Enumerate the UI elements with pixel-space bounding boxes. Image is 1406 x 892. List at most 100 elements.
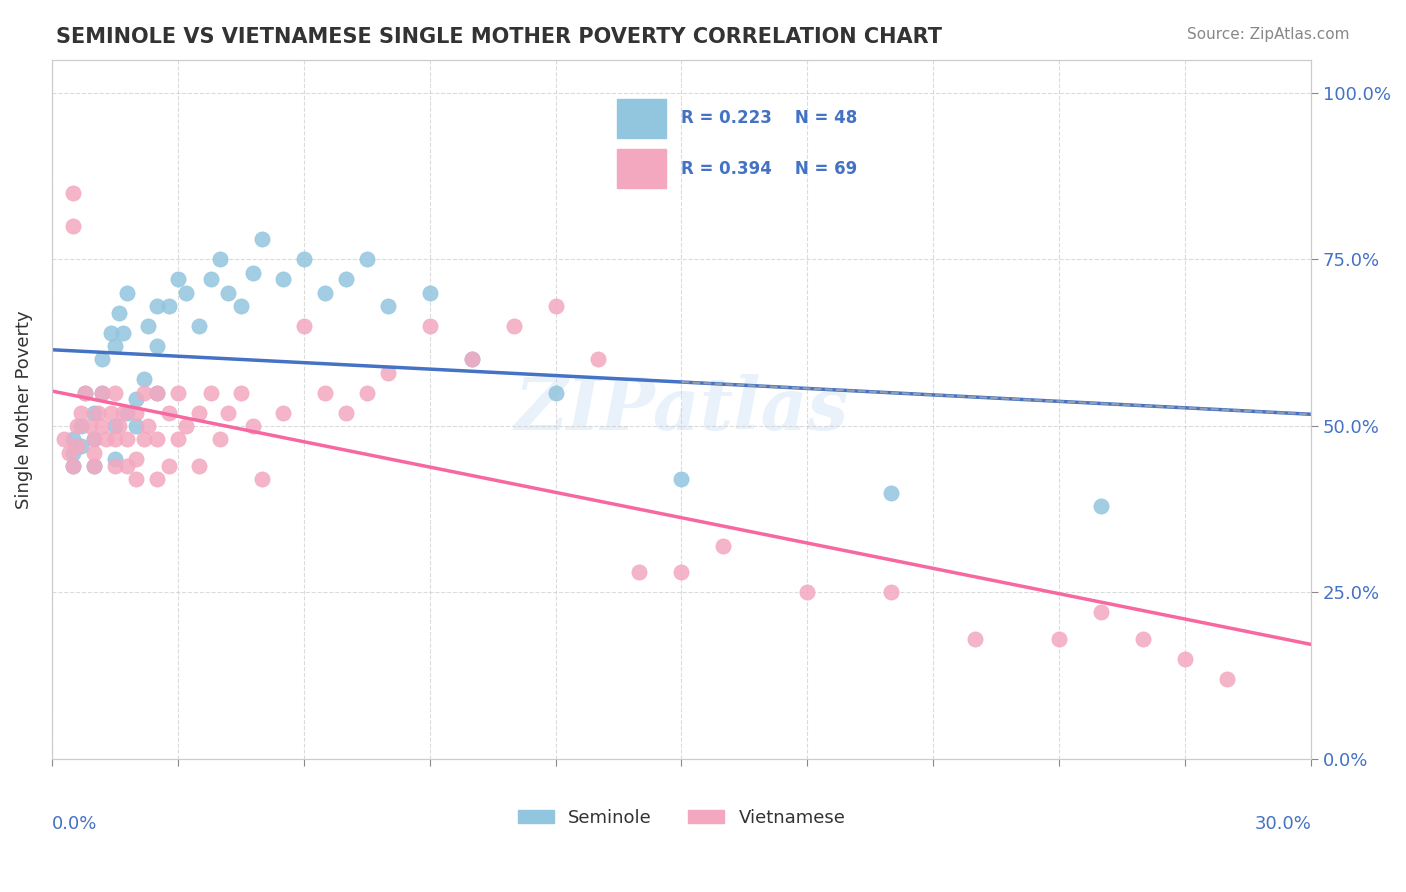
Point: [75, 385, 97, 400]
Point: [104, 385, 127, 400]
Point: [53, 432, 76, 446]
Point: [419, 285, 441, 300]
Point: [157, 458, 180, 473]
Point: [335, 406, 357, 420]
Point: [62, 186, 84, 200]
Point: [460, 352, 482, 367]
Text: Source: ZipAtlas.com: Source: ZipAtlas.com: [1187, 27, 1350, 42]
Point: [229, 299, 252, 313]
Point: [166, 432, 188, 446]
Point: [112, 326, 135, 340]
Point: [104, 432, 127, 446]
Point: [544, 385, 567, 400]
Point: [83, 432, 105, 446]
Point: [460, 352, 482, 367]
Point: [217, 406, 239, 420]
Point: [242, 419, 264, 434]
Point: [91, 352, 114, 367]
Point: [62, 432, 84, 446]
Point: [217, 285, 239, 300]
Point: [125, 392, 148, 407]
Point: [419, 319, 441, 334]
Point: [1216, 672, 1239, 686]
Point: [271, 406, 294, 420]
Point: [145, 339, 167, 353]
Point: [166, 272, 188, 286]
Point: [208, 432, 231, 446]
Point: [271, 272, 294, 286]
Point: [544, 299, 567, 313]
Point: [671, 566, 693, 580]
Point: [108, 419, 131, 434]
Y-axis label: Single Mother Poverty: Single Mother Poverty: [15, 310, 32, 508]
Point: [1090, 499, 1112, 513]
Point: [83, 432, 105, 446]
Point: [136, 319, 159, 334]
Point: [242, 266, 264, 280]
Point: [292, 252, 315, 267]
Point: [125, 452, 148, 467]
Point: [79, 419, 101, 434]
Point: [104, 458, 127, 473]
Point: [1090, 606, 1112, 620]
Point: [671, 472, 693, 486]
Point: [117, 285, 139, 300]
Point: [100, 326, 122, 340]
Point: [70, 406, 93, 420]
Point: [132, 385, 155, 400]
Point: [1174, 652, 1197, 666]
Point: [132, 372, 155, 386]
Point: [132, 432, 155, 446]
Point: [108, 306, 131, 320]
Point: [229, 385, 252, 400]
Point: [145, 432, 167, 446]
Point: [166, 385, 188, 400]
Legend: Seminole, Vietnamese: Seminole, Vietnamese: [510, 802, 852, 834]
Point: [187, 406, 209, 420]
Point: [104, 419, 127, 434]
Point: [125, 472, 148, 486]
Point: [250, 472, 273, 486]
Point: [145, 385, 167, 400]
Point: [586, 352, 609, 367]
Point: [62, 445, 84, 459]
Point: [125, 406, 148, 420]
Point: [83, 406, 105, 420]
Point: [157, 406, 180, 420]
Point: [335, 272, 357, 286]
Text: ZIPatlas: ZIPatlas: [515, 374, 849, 445]
Point: [66, 439, 89, 453]
Point: [91, 385, 114, 400]
Point: [136, 419, 159, 434]
Point: [75, 385, 97, 400]
Point: [314, 385, 336, 400]
Point: [502, 319, 524, 334]
Point: [187, 319, 209, 334]
Point: [314, 285, 336, 300]
Point: [125, 419, 148, 434]
Point: [356, 385, 378, 400]
Point: [66, 419, 89, 434]
Point: [87, 406, 110, 420]
Point: [117, 458, 139, 473]
Point: [628, 566, 651, 580]
Point: [96, 432, 118, 446]
Point: [104, 339, 127, 353]
Point: [62, 458, 84, 473]
Point: [83, 445, 105, 459]
Point: [117, 406, 139, 420]
Point: [91, 385, 114, 400]
Point: [70, 439, 93, 453]
Point: [187, 458, 209, 473]
Point: [104, 452, 127, 467]
Point: [208, 252, 231, 267]
Point: [157, 299, 180, 313]
Point: [250, 232, 273, 246]
Point: [200, 272, 222, 286]
Point: [965, 632, 987, 646]
Point: [83, 458, 105, 473]
Point: [880, 585, 903, 599]
Point: [62, 219, 84, 234]
Point: [91, 419, 114, 434]
Point: [713, 539, 735, 553]
